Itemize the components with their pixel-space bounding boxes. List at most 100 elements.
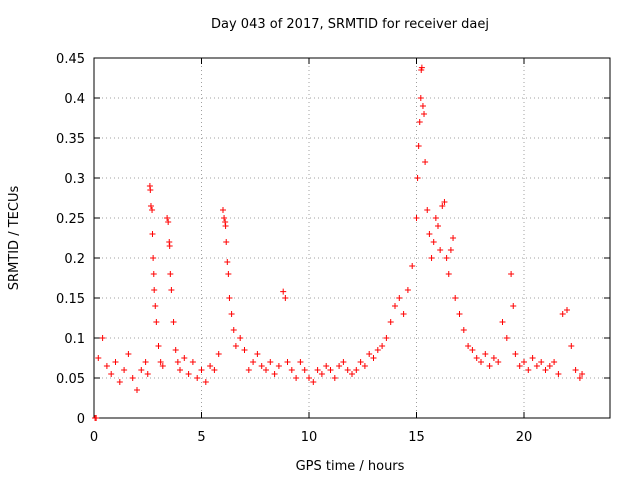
- data-point: [215, 351, 222, 357]
- data-point: [282, 295, 289, 301]
- chart-title: Day 043 of 2017, SRMTID for receiver dae…: [211, 17, 489, 32]
- data-point: [495, 359, 502, 365]
- data-point: [430, 239, 437, 245]
- data-points: [92, 64, 586, 421]
- data-point: [387, 319, 394, 325]
- data-point: [155, 343, 162, 349]
- data-point: [546, 363, 553, 369]
- data-point: [465, 343, 472, 349]
- data-point: [473, 355, 480, 361]
- x-axis-label: GPS time / hours: [296, 459, 405, 474]
- data-point: [263, 367, 269, 373]
- data-point: [207, 363, 214, 369]
- data-point: [409, 263, 416, 269]
- y-tick-label: 0.35: [56, 132, 85, 147]
- y-tick-label: 0.25: [56, 212, 85, 227]
- y-tick-label: 0.4: [64, 92, 85, 107]
- data-point: [572, 367, 579, 373]
- data-point: [275, 363, 282, 369]
- data-point: [318, 371, 325, 377]
- data-point: [142, 359, 149, 365]
- data-point: [149, 231, 156, 237]
- data-point: [344, 367, 351, 373]
- x-tick-label: 10: [301, 430, 318, 445]
- data-point: [400, 311, 407, 317]
- data-point: [164, 215, 171, 221]
- grid: [94, 58, 610, 418]
- data-point: [314, 367, 321, 373]
- data-point: [147, 203, 154, 209]
- data-point: [121, 367, 128, 373]
- data-point: [159, 363, 166, 369]
- data-point: [331, 375, 338, 381]
- x-tick-labels: 0 5 10 15 20: [90, 430, 532, 445]
- data-point: [125, 351, 132, 357]
- data-point: [157, 359, 164, 365]
- y-tick-label: 0: [77, 412, 85, 427]
- data-point: [310, 379, 317, 385]
- data-point: [349, 371, 355, 377]
- data-point: [538, 359, 545, 365]
- data-point: [95, 355, 102, 361]
- data-point: [419, 103, 426, 109]
- data-point: [323, 363, 330, 369]
- data-point: [189, 359, 196, 365]
- data-point: [564, 307, 570, 313]
- data-point: [237, 335, 244, 341]
- data-point: [521, 359, 527, 365]
- data-point: [447, 247, 454, 253]
- data-point: [417, 95, 424, 101]
- data-point: [151, 287, 158, 293]
- data-point: [223, 239, 230, 245]
- data-point: [254, 351, 261, 357]
- data-point: [250, 359, 257, 365]
- data-point: [202, 379, 209, 385]
- data-point: [284, 359, 291, 365]
- data-point: [424, 207, 431, 213]
- x-tick-label: 20: [516, 430, 533, 445]
- data-point: [568, 343, 575, 349]
- data-point: [267, 359, 274, 365]
- data-point: [542, 367, 549, 373]
- x-tick-label: 5: [197, 430, 205, 445]
- data-point: [258, 363, 265, 369]
- data-point: [144, 371, 151, 377]
- data-point: [508, 271, 515, 277]
- data-point: [170, 319, 177, 325]
- data-point: [579, 371, 586, 377]
- data-point: [226, 295, 233, 301]
- data-point: [129, 375, 136, 381]
- data-point: [383, 335, 390, 341]
- data-point: [396, 295, 403, 301]
- data-point: [340, 359, 347, 365]
- data-point: [327, 367, 334, 373]
- data-point: [221, 215, 228, 221]
- data-point: [460, 327, 467, 333]
- data-point: [103, 363, 110, 369]
- data-point: [198, 367, 205, 373]
- data-point: [478, 359, 484, 365]
- data-point: [220, 207, 226, 213]
- data-point: [490, 355, 497, 361]
- data-point: [469, 347, 476, 353]
- data-point: [150, 271, 157, 277]
- data-point: [353, 367, 360, 373]
- data-point: [153, 319, 160, 325]
- data-point: [245, 367, 252, 373]
- data-point: [174, 359, 181, 365]
- data-point: [336, 363, 343, 369]
- data-point: [224, 259, 231, 265]
- data-point: [415, 143, 422, 149]
- data-point: [147, 187, 154, 193]
- data-point: [185, 371, 192, 377]
- data-point: [486, 363, 493, 369]
- data-point: [99, 335, 106, 341]
- data-point: [222, 223, 229, 229]
- data-point: [232, 343, 239, 349]
- data-point: [168, 287, 175, 293]
- data-point: [379, 343, 386, 349]
- data-point: [443, 255, 450, 261]
- data-point: [555, 371, 562, 377]
- data-point: [301, 367, 308, 373]
- data-point: [361, 363, 368, 369]
